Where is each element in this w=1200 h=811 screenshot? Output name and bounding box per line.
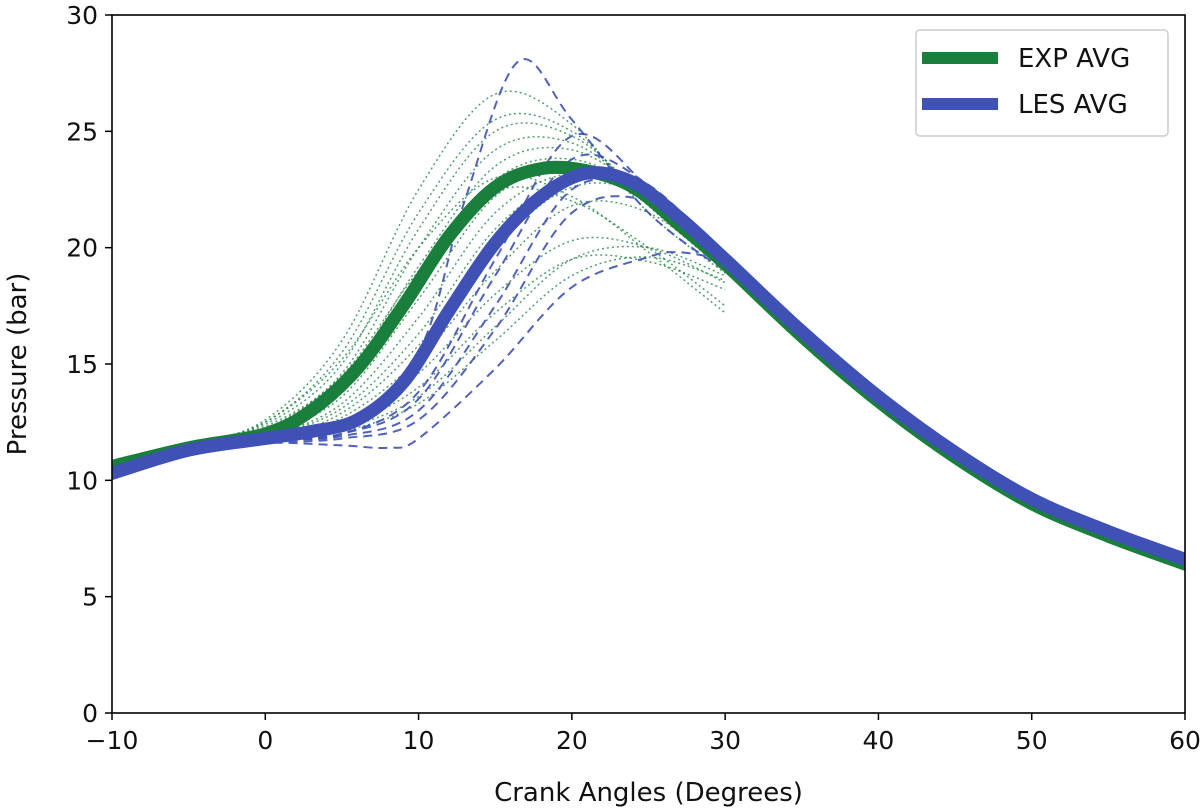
les-cycle-line <box>112 177 726 475</box>
exp-cycle-line <box>112 236 726 468</box>
average-series-group <box>112 160 1185 571</box>
x-tick-label: 60 <box>1169 726 1200 755</box>
les-cycle-line <box>112 153 726 475</box>
exp-avg-line <box>112 160 1185 571</box>
exp-cycle-line <box>112 157 726 468</box>
exp-cycle-line <box>112 175 726 468</box>
y-tick-label: 0 <box>82 699 98 728</box>
y-axis: 0 5 10 15 20 25 30 <box>66 1 112 728</box>
x-tick-label: 30 <box>709 726 741 755</box>
exp-cycle-line <box>112 165 726 468</box>
y-tick-label: 30 <box>66 1 98 30</box>
exp-cycle-line <box>112 186 726 468</box>
exp-cycle-line <box>112 122 726 468</box>
exp-cycle-line <box>112 182 726 468</box>
legend-label-les: LES AVG <box>1018 90 1128 120</box>
y-tick-label: 20 <box>66 234 98 263</box>
x-tick-label: 40 <box>863 726 895 755</box>
legend: EXP AVG LES AVG <box>915 29 1169 137</box>
x-tick-label: 50 <box>1016 726 1048 755</box>
y-tick-label: 15 <box>66 350 98 379</box>
x-tick-label: 10 <box>403 726 435 755</box>
les-cycles-group <box>112 58 726 475</box>
x-tick-label: −10 <box>86 726 139 755</box>
y-tick-label: 5 <box>82 583 98 612</box>
x-axis-title: Crank Angles (Degrees) <box>494 778 803 808</box>
les-avg-line <box>112 166 1185 566</box>
x-tick-label: 20 <box>556 726 588 755</box>
exp-cycle-line <box>112 174 726 468</box>
legend-label-exp: EXP AVG <box>1018 44 1130 74</box>
y-tick-label: 25 <box>66 117 98 146</box>
x-axis: −10 0 10 20 30 40 50 60 <box>86 713 1200 755</box>
y-axis-title: Pressure (bar) <box>3 273 33 456</box>
exp-cycle-line <box>112 171 726 468</box>
y-tick-label: 10 <box>66 466 98 495</box>
x-tick-label: 0 <box>257 726 273 755</box>
les-cycle-line <box>112 195 726 475</box>
